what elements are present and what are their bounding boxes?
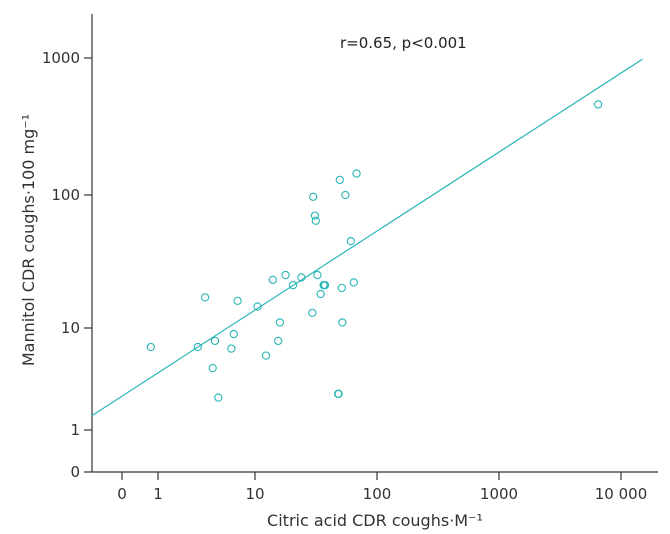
- x-tick-label: 1000: [480, 485, 518, 503]
- data-point: [146, 342, 155, 352]
- data-point: [274, 336, 283, 346]
- y-tick-label: 100: [51, 186, 80, 204]
- data-point: [233, 296, 242, 306]
- data-point: [311, 216, 320, 225]
- data-point: [594, 100, 603, 109]
- data-point: [309, 192, 318, 201]
- x-tick-label: 100: [363, 485, 392, 503]
- y-ticks: 0 1 10 100 1000: [42, 49, 92, 481]
- data-point: [320, 280, 330, 290]
- x-tick-label: 10 000: [595, 485, 648, 503]
- x-axis-title: Citric acid CDR coughs·M⁻¹: [267, 511, 483, 530]
- x-tick-label: 10: [245, 485, 264, 503]
- data-point: [200, 293, 210, 302]
- data-points: [146, 100, 603, 402]
- y-tick-label: 10: [61, 319, 80, 337]
- data-point: [334, 389, 343, 398]
- x-ticks: 0 1 10 100 1000 10 000: [117, 472, 647, 503]
- y-tick-label: 1: [70, 421, 80, 439]
- data-point: [337, 283, 346, 293]
- y-tick-label: 0: [70, 463, 80, 481]
- axes: [91, 14, 658, 473]
- y-axis-title: Mannitol CDR coughs·100 mg⁻¹: [19, 114, 38, 366]
- data-point: [346, 236, 355, 246]
- data-point: [193, 342, 202, 352]
- x-tick-label: 1: [153, 485, 163, 503]
- data-point: [352, 169, 361, 178]
- regression-line: [91, 58, 643, 417]
- data-point: [316, 289, 325, 299]
- data-point: [275, 318, 285, 327]
- data-point: [349, 278, 358, 287]
- data-point: [229, 329, 238, 339]
- data-point: [227, 344, 236, 353]
- y-tick-label: 1000: [42, 49, 80, 67]
- data-point: [338, 318, 347, 327]
- data-point: [313, 270, 322, 280]
- data-point: [341, 190, 350, 200]
- data-point: [335, 175, 344, 184]
- data-point: [308, 308, 317, 317]
- correlation-annotation: r=0.65, p<0.001: [340, 34, 467, 52]
- data-point: [310, 211, 320, 220]
- data-point: [253, 302, 262, 311]
- data-point: [261, 351, 271, 360]
- data-point: [210, 336, 220, 346]
- data-point: [297, 273, 306, 282]
- data-point: [214, 393, 223, 402]
- data-point: [208, 363, 217, 373]
- x-tick-label: 0: [117, 485, 127, 503]
- data-point: [268, 275, 277, 285]
- data-point: [281, 270, 290, 280]
- data-point: [288, 280, 298, 290]
